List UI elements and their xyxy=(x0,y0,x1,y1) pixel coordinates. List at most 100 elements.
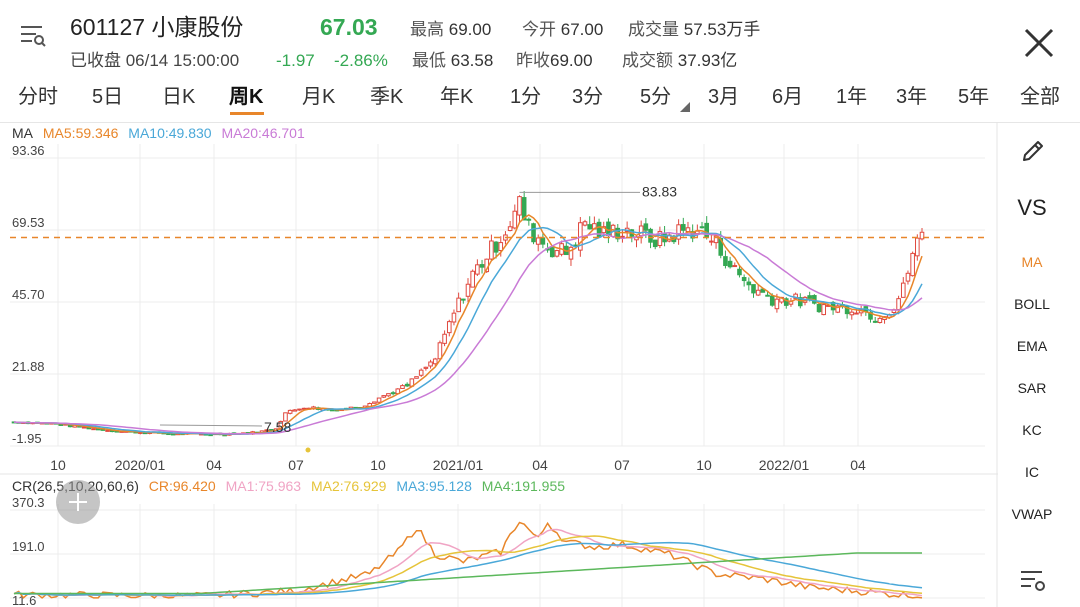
active-tab-indicator xyxy=(230,112,264,115)
candle-body xyxy=(835,305,841,313)
cr-legend-ma3: MA3:95.128 xyxy=(396,478,472,494)
candle-body xyxy=(386,393,391,397)
candle-body xyxy=(746,281,752,286)
candle-body xyxy=(400,385,405,389)
tab-5year[interactable]: 5年 xyxy=(958,86,990,108)
candle-body xyxy=(105,429,110,432)
candle-body xyxy=(278,420,284,430)
tab-weekly-k[interactable]: 周K xyxy=(229,86,264,108)
candle-body xyxy=(58,423,64,426)
amount-value: 37.93亿 xyxy=(677,51,738,70)
candle-body xyxy=(512,210,518,229)
tab-3month[interactable]: 3月 xyxy=(708,86,740,108)
cr-y-axis-label: 191.0 xyxy=(12,539,45,554)
high-value: 69.00 xyxy=(448,20,492,39)
tab-quarterly-k[interactable]: 季K xyxy=(370,86,404,108)
candle-body xyxy=(648,228,653,243)
period-tabs: 分时 5日 日K 周K 月K 季K 年K 1分 3分 5分 3月 6月 1年 3… xyxy=(0,80,1080,114)
candle-body xyxy=(844,305,850,315)
low-value: 63.58 xyxy=(450,51,494,70)
candle-body xyxy=(442,333,447,344)
candle-body xyxy=(404,383,410,387)
candle-body xyxy=(919,231,925,240)
change-percent: -2.86% xyxy=(334,51,388,70)
tab-3min[interactable]: 3分 xyxy=(572,86,604,108)
tab-3year[interactable]: 3年 xyxy=(896,86,928,108)
candle-body xyxy=(526,218,532,221)
candle-body xyxy=(292,409,298,412)
candle-body xyxy=(732,265,738,268)
add-indicator-button[interactable] xyxy=(56,480,100,524)
sar-button[interactable]: SAR xyxy=(1017,380,1047,396)
kline-chart[interactable]: 93.3669.5345.7021.88-1.95370.3191.011.6 … xyxy=(0,0,998,607)
cr-y-axis-label: 11.6 xyxy=(12,593,36,607)
candle-body xyxy=(601,226,607,234)
candle-body xyxy=(91,428,96,431)
candle-body xyxy=(755,289,761,296)
low-label: 最低 xyxy=(412,51,446,70)
candle-body xyxy=(872,320,878,323)
tab-daily-k[interactable]: 日K xyxy=(162,86,196,108)
cr-ma2-line xyxy=(13,535,923,597)
tab-6month[interactable]: 6月 xyxy=(772,86,804,108)
tab-1year[interactable]: 1年 xyxy=(836,86,868,108)
tab-yearly-k[interactable]: 年K xyxy=(440,86,474,108)
candle-body xyxy=(685,227,691,232)
candle-body xyxy=(643,223,649,231)
dropdown-corner-icon xyxy=(680,102,690,112)
change-value: -1.97 xyxy=(276,51,315,70)
kc-button[interactable]: KC xyxy=(1022,422,1042,438)
candle-body xyxy=(489,240,494,260)
tab-all[interactable]: 全部 xyxy=(1020,86,1060,108)
stock-name: 601127 小康股份 xyxy=(70,14,244,40)
indicator-settings-icon[interactable] xyxy=(1018,566,1048,596)
candle-body xyxy=(376,397,382,403)
ic-button[interactable]: IC xyxy=(1025,464,1039,480)
ma-button[interactable]: MA xyxy=(1021,254,1043,270)
candle-body xyxy=(414,376,419,379)
tab-5day[interactable]: 5日 xyxy=(92,86,124,108)
boll-button[interactable]: BOLL xyxy=(1014,296,1050,312)
tab-monthly-k[interactable]: 月K xyxy=(302,86,336,108)
x-axis-label: 04 xyxy=(532,457,548,473)
pencil-icon[interactable] xyxy=(1020,138,1046,164)
tab-1min[interactable]: 1分 xyxy=(510,86,542,108)
candle-body xyxy=(821,304,827,316)
plus-icon xyxy=(69,493,87,511)
candle-body xyxy=(596,221,602,238)
candle-body xyxy=(372,401,377,404)
vs-button[interactable]: VS xyxy=(1017,195,1047,220)
tab-5min[interactable]: 5分 xyxy=(640,86,672,108)
candle-body xyxy=(568,246,574,260)
amount-label: 成交额 xyxy=(622,51,673,70)
candle-body xyxy=(723,256,728,267)
y-axis-label: 21.88 xyxy=(12,359,45,374)
ma-legend-title: MA xyxy=(12,125,33,141)
candle-body xyxy=(208,434,213,437)
candle-body xyxy=(783,298,789,306)
open-value: 67.00 xyxy=(560,20,604,39)
candle-body xyxy=(680,224,686,231)
low-annotation-line xyxy=(159,424,263,427)
candle-body xyxy=(854,312,859,315)
candle-body xyxy=(774,298,780,310)
x-axis-label: 04 xyxy=(850,457,866,473)
close-icon[interactable] xyxy=(1018,22,1060,64)
candle-body xyxy=(741,277,747,282)
y-axis-label: 45.70 xyxy=(12,287,45,302)
candle-body xyxy=(582,221,588,226)
low-annotation: 7.58 xyxy=(264,419,291,435)
candle-body xyxy=(769,295,775,306)
y-axis-label: 69.53 xyxy=(12,215,45,230)
x-axis-label: 10 xyxy=(50,457,66,473)
candle-body xyxy=(423,366,429,369)
tab-intraday[interactable]: 分时 xyxy=(18,86,58,108)
ema-button[interactable]: EMA xyxy=(1016,338,1048,354)
vwap-button[interactable]: VWAP xyxy=(1011,506,1053,522)
candle-body xyxy=(905,272,911,282)
menu-list-icon[interactable] xyxy=(18,20,48,50)
candle-body xyxy=(540,237,546,245)
candle-body xyxy=(507,226,513,232)
candle-body xyxy=(297,408,302,411)
candle-body xyxy=(381,395,387,398)
